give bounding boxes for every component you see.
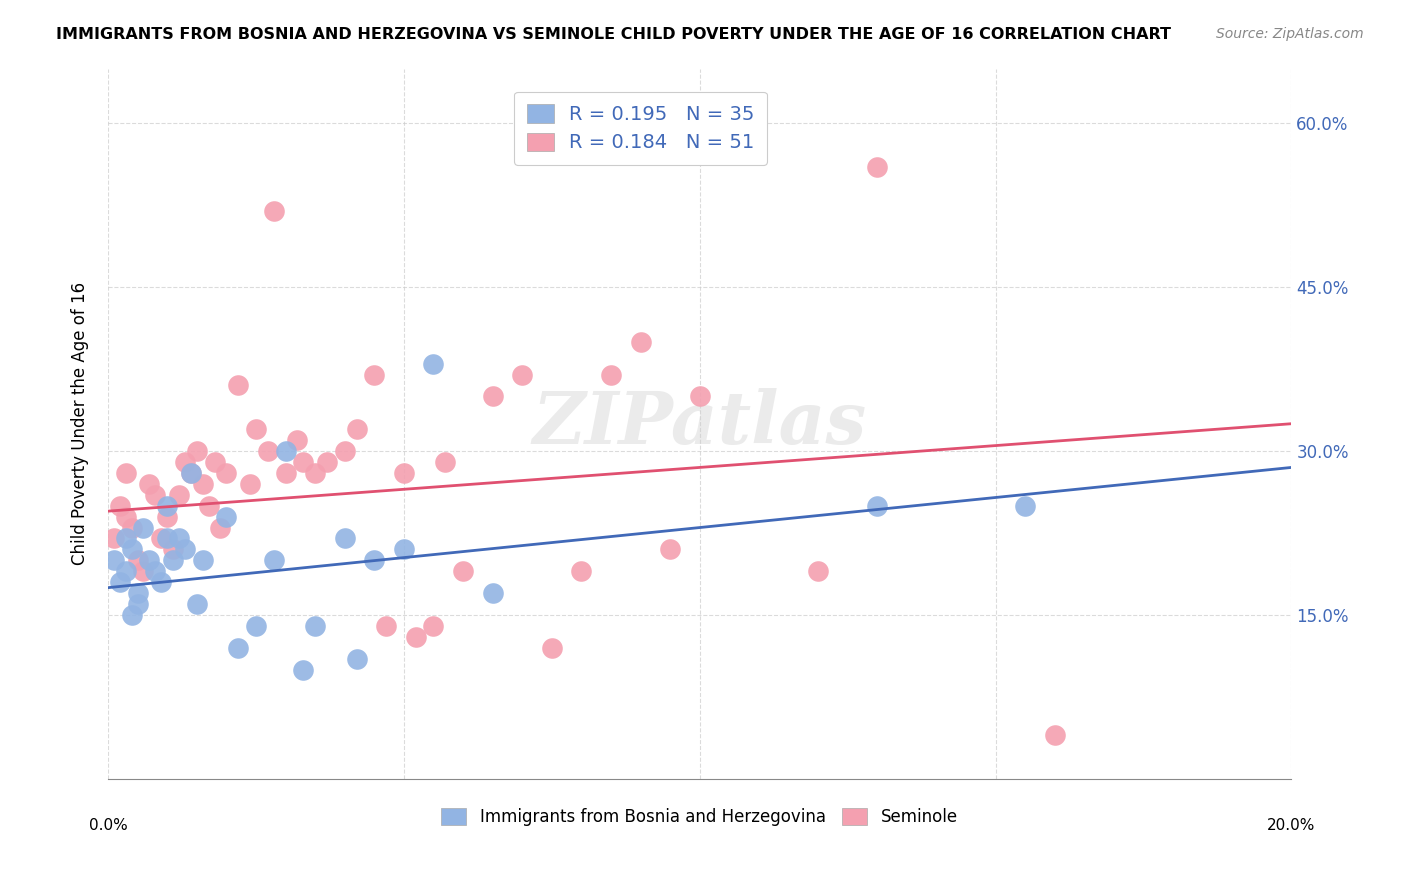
Point <box>316 455 339 469</box>
Point <box>274 444 297 458</box>
Point <box>138 476 160 491</box>
Point <box>138 553 160 567</box>
Point <box>263 203 285 218</box>
Point <box>333 444 356 458</box>
Text: IMMIGRANTS FROM BOSNIA AND HERZEGOVINA VS SEMINOLE CHILD POVERTY UNDER THE AGE O: IMMIGRANTS FROM BOSNIA AND HERZEGOVINA V… <box>56 27 1171 42</box>
Point <box>866 499 889 513</box>
Point <box>204 455 226 469</box>
Point <box>866 160 889 174</box>
Point <box>121 607 143 622</box>
Point <box>292 663 315 677</box>
Point <box>127 597 149 611</box>
Point <box>256 444 278 458</box>
Point <box>481 586 503 600</box>
Point <box>1014 499 1036 513</box>
Point <box>392 542 415 557</box>
Point <box>156 499 179 513</box>
Point <box>174 455 197 469</box>
Point <box>375 619 398 633</box>
Point <box>274 466 297 480</box>
Point <box>405 630 427 644</box>
Point <box>132 564 155 578</box>
Point <box>114 466 136 480</box>
Point <box>434 455 457 469</box>
Point <box>215 466 238 480</box>
Point <box>304 619 326 633</box>
Point <box>191 553 214 567</box>
Point <box>600 368 623 382</box>
Point <box>807 564 830 578</box>
Point <box>167 532 190 546</box>
Point <box>174 542 197 557</box>
Point <box>540 640 562 655</box>
Point <box>114 532 136 546</box>
Point <box>263 553 285 567</box>
Point <box>127 586 149 600</box>
Point <box>103 532 125 546</box>
Point <box>156 532 179 546</box>
Point <box>304 466 326 480</box>
Point <box>292 455 315 469</box>
Point <box>363 368 385 382</box>
Point <box>226 640 249 655</box>
Point <box>121 520 143 534</box>
Point <box>285 433 308 447</box>
Point <box>103 553 125 567</box>
Point <box>162 553 184 567</box>
Point <box>132 520 155 534</box>
Point <box>143 488 166 502</box>
Point <box>191 476 214 491</box>
Point <box>162 542 184 557</box>
Point <box>659 542 682 557</box>
Text: 20.0%: 20.0% <box>1267 818 1316 833</box>
Text: Source: ZipAtlas.com: Source: ZipAtlas.com <box>1216 27 1364 41</box>
Point <box>481 389 503 403</box>
Point <box>569 564 592 578</box>
Point <box>346 651 368 665</box>
Point <box>630 334 652 349</box>
Point <box>180 466 202 480</box>
Point <box>180 466 202 480</box>
Text: 0.0%: 0.0% <box>89 818 128 833</box>
Point <box>333 532 356 546</box>
Point <box>150 532 173 546</box>
Point <box>392 466 415 480</box>
Point <box>422 357 444 371</box>
Text: ZIPatlas: ZIPatlas <box>533 388 866 459</box>
Point <box>167 488 190 502</box>
Point <box>127 553 149 567</box>
Point <box>108 575 131 590</box>
Point <box>422 619 444 633</box>
Point <box>239 476 262 491</box>
Point <box>363 553 385 567</box>
Point <box>245 619 267 633</box>
Point <box>186 444 208 458</box>
Point <box>209 520 232 534</box>
Point <box>121 542 143 557</box>
Point <box>108 499 131 513</box>
Point <box>114 564 136 578</box>
Point <box>226 378 249 392</box>
Point <box>150 575 173 590</box>
Legend: Immigrants from Bosnia and Herzegovina, Seminole: Immigrants from Bosnia and Herzegovina, … <box>433 800 966 835</box>
Point <box>186 597 208 611</box>
Point <box>143 564 166 578</box>
Point <box>689 389 711 403</box>
Point <box>156 509 179 524</box>
Point <box>510 368 533 382</box>
Point <box>114 509 136 524</box>
Point <box>197 499 219 513</box>
Y-axis label: Child Poverty Under the Age of 16: Child Poverty Under the Age of 16 <box>72 282 89 566</box>
Point <box>215 509 238 524</box>
Point <box>346 422 368 436</box>
Point <box>245 422 267 436</box>
Point <box>451 564 474 578</box>
Point <box>1043 728 1066 742</box>
